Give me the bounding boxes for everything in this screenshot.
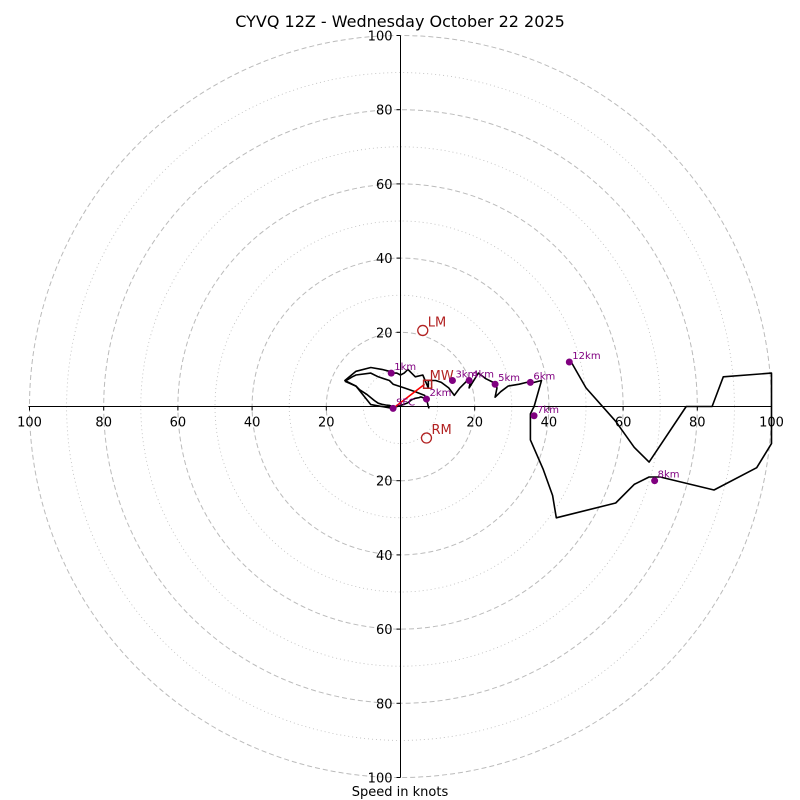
height-label-2km: 2km [429, 388, 451, 399]
x-tick-label: 20 [318, 416, 335, 431]
y-tick-label: 40 [376, 549, 393, 564]
y-tick-label: 80 [376, 104, 393, 119]
x-tick-label: 40 [244, 416, 261, 431]
storm-motion-markers: LM RM MW [417, 315, 454, 444]
height-marker-8km [651, 477, 659, 485]
y-tick-label: 20 [376, 475, 393, 490]
x-tick-label: 20 [466, 416, 483, 431]
shear-vector [392, 383, 426, 409]
y-tick-label: 100 [368, 772, 393, 787]
y-tick-label: 40 [376, 252, 393, 267]
lm-motion-label: LM [428, 315, 446, 330]
x-tick-label: 40 [541, 416, 558, 431]
axes [28, 35, 772, 778]
hodograph-segment-0 [344, 372, 430, 409]
x-tick-label: 80 [689, 416, 706, 431]
height-marker-1km [387, 369, 395, 377]
hodograph-trace [344, 361, 773, 519]
height-label-1km: 1km [394, 362, 416, 373]
height-marker-6km [526, 378, 534, 386]
chart-title: CYVQ 12Z - Wednesday October 22 2025 [235, 12, 565, 31]
height-label-8km: 8km [658, 470, 680, 481]
height-marker-sfc [389, 404, 397, 412]
x-tick-label: 100 [17, 416, 42, 431]
height-marker-4km [465, 377, 473, 385]
y-tick-label: 20 [376, 326, 393, 341]
y-tick-label: 60 [376, 178, 393, 193]
height-marker-5km [491, 380, 499, 388]
height-label-7km: 7km [537, 405, 559, 416]
rm-motion-label: RM [431, 423, 451, 438]
height-label-6km: 6km [533, 371, 555, 382]
y-tick-label: 60 [376, 623, 393, 638]
mean-wind-marker [422, 379, 433, 389]
height-label-12km: 12km [572, 351, 600, 362]
height-marker-7km [530, 412, 538, 420]
height-marker-12km [565, 358, 573, 366]
height-label-sfc: SFC [396, 397, 415, 408]
height-label-3km: 3km [455, 370, 477, 381]
height-label-5km: 5km [498, 373, 520, 384]
height-label-4km: 4km [472, 370, 494, 381]
x-tick-label: 80 [95, 416, 112, 431]
x-axis-label: Speed in knots [352, 785, 449, 800]
height-marker-2km [422, 395, 430, 403]
y-tick-label: 100 [368, 30, 393, 45]
y-tick-labels: 100 80 60 40 20 20 40 60 80 100 [368, 30, 401, 787]
lm-motion-marker [417, 324, 429, 337]
rm-motion-marker [420, 432, 433, 444]
shear-vector-line [392, 383, 426, 409]
x-tick-label: 60 [170, 416, 187, 431]
hodograph-segment-1 [344, 380, 429, 409]
height-marker-3km [448, 377, 456, 385]
y-tick-label: 80 [376, 697, 393, 712]
hodograph-line-wind-profile [344, 361, 773, 519]
mw-motion-label: MW [430, 369, 454, 384]
